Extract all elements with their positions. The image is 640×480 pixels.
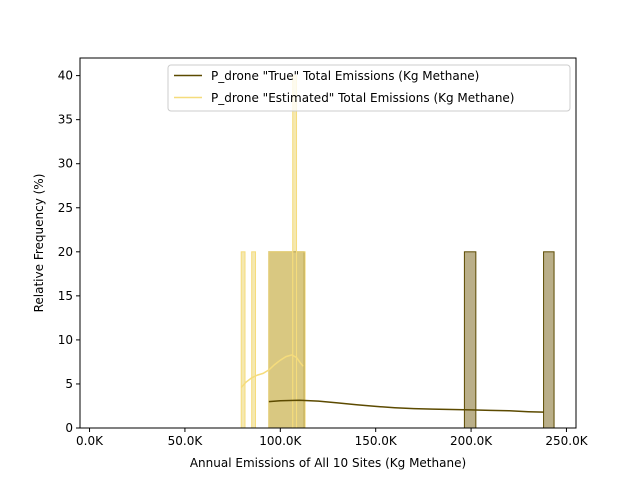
estimated-bar-4 <box>296 251 306 429</box>
x-tick-label-0: 0.0K <box>76 434 104 448</box>
estimated-bar-0 <box>240 251 246 429</box>
estimated-emissions-kde-line <box>240 354 304 389</box>
y-tick-label-8: 40 <box>58 69 73 83</box>
y-tick-label-5: 25 <box>58 201 73 215</box>
legend-box <box>167 64 571 112</box>
y-axis-ticks: 0 5 10 15 20 25 30 35 40 <box>58 69 80 435</box>
y-tick-label-3: 15 <box>58 289 73 303</box>
y-tick-label-4: 20 <box>58 245 73 259</box>
y-tick-label-7: 35 <box>58 113 73 127</box>
y-tick-label-0: 0 <box>65 421 73 435</box>
x-axis-ticks: 0.0K 50.0K 100.0K 150.0K 200.0K 250.0K <box>76 428 589 448</box>
y-tick-label-1: 5 <box>65 377 73 391</box>
estimated-bar-3 <box>292 75 298 429</box>
true-bar-2 <box>543 251 555 429</box>
estimated-emissions-bars <box>240 75 306 429</box>
x-tick-label-2: 100.0K <box>259 434 302 448</box>
x-tick-label-4: 200.0K <box>450 434 493 448</box>
true-emissions-bars <box>268 251 555 429</box>
true-bar-1 <box>463 251 477 429</box>
x-tick-label-5: 250.0K <box>545 434 588 448</box>
legend: P_drone "True" Total Emissions (Kg Metha… <box>167 64 571 112</box>
legend-label-estimated: P_drone "Estimated" Total Emissions (Kg … <box>211 91 515 105</box>
y-tick-label-2: 10 <box>58 333 73 347</box>
estimated-bar-1 <box>251 251 257 429</box>
y-axis-label: Relative Frequency (%) <box>32 174 46 313</box>
true-emissions-kde-line <box>268 399 544 413</box>
x-axis-label: Annual Emissions of All 10 Sites (Kg Met… <box>190 456 466 470</box>
plot-frame <box>79 57 577 429</box>
x-tick-label-3: 150.0K <box>355 434 398 448</box>
x-tick-label-1: 50.0K <box>168 434 204 448</box>
y-tick-label-6: 30 <box>58 157 73 171</box>
legend-label-true: P_drone "True" Total Emissions (Kg Metha… <box>211 69 479 83</box>
